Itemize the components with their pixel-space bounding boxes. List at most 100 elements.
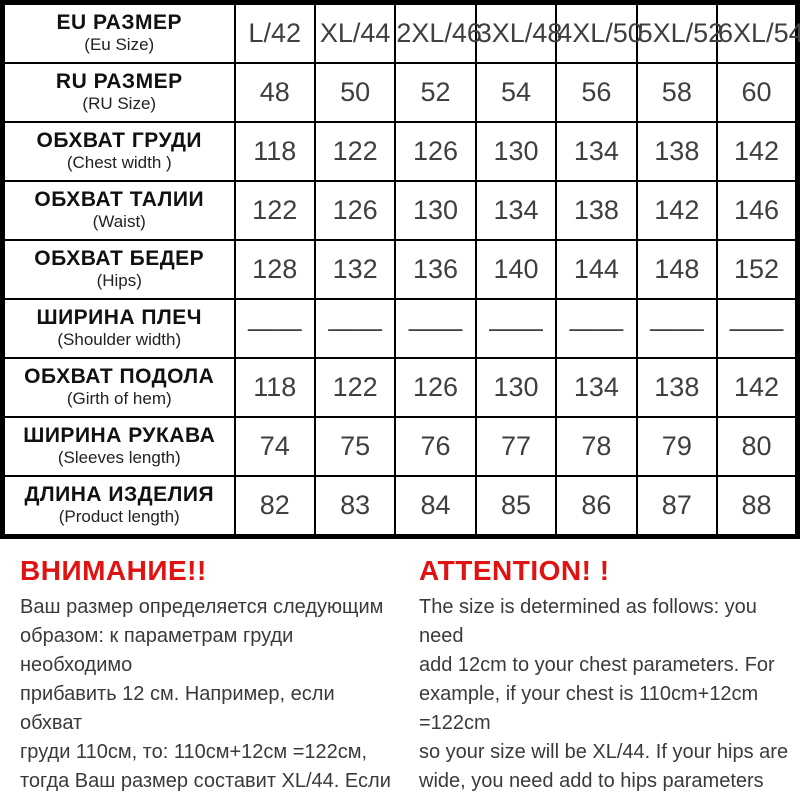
cell-value-text: 54 bbox=[500, 77, 531, 107]
cell-value: 50 bbox=[313, 62, 397, 123]
cell-value-text: 60 bbox=[741, 77, 772, 107]
cell-value: 128 bbox=[233, 239, 316, 300]
cell-value: 122 bbox=[313, 121, 397, 182]
cell-value: 74 bbox=[233, 416, 316, 477]
cell-value-text: 75 bbox=[340, 431, 371, 461]
cell-value-text: 5XL/52 bbox=[637, 18, 724, 48]
cell-value-text: 6XL/54 bbox=[718, 18, 800, 48]
row-label: ОБХВАТ ТАЛИИ bbox=[34, 188, 205, 212]
cell-value-text: 126 bbox=[332, 195, 378, 225]
row-label: ДЛИНА ИЗДЕЛИЯ bbox=[24, 483, 215, 507]
cell-value: 60 bbox=[716, 62, 799, 123]
cell-value: 78 bbox=[555, 416, 638, 477]
table-row: EU РАЗМЕР (Eu Size) L/42 XL/44 2XL/46 3XL/48 4… bbox=[1, 1, 800, 64]
cell-value-text: 126 bbox=[413, 372, 459, 402]
cell-value-text: 132 bbox=[332, 254, 378, 284]
cell-value-text: 146 bbox=[733, 195, 780, 225]
cell-value-text: 152 bbox=[733, 254, 780, 284]
cell-value: 86 bbox=[555, 475, 638, 538]
cell-value-text: 128 bbox=[252, 254, 298, 284]
row-header-cell: ШИРИНА ПЛЕЧ (Shoulder width) bbox=[1, 298, 236, 359]
cell-value-text: 88 bbox=[741, 490, 772, 520]
cell-value: 58 bbox=[635, 62, 719, 123]
table-row: ДЛИНА ИЗДЕЛИЯ (Product length) 82 83 84 85 86 8… bbox=[1, 475, 799, 538]
row-label: RU РАЗМЕР bbox=[55, 70, 183, 94]
cell-value: 118 bbox=[233, 357, 316, 418]
row-sublabel: (Girth of hem) bbox=[66, 389, 172, 409]
attention-body-en: The size is determined as follows: you n… bbox=[419, 596, 789, 800]
cell-value-text: —— bbox=[649, 313, 704, 343]
row-header-cell: ОБХВАТ ГРУДИ (Chest width ) bbox=[1, 121, 236, 182]
table-row: ОБХВАТ ТАЛИИ (Waist) 122 126 130 134 138 142 146 bbox=[1, 180, 799, 241]
row-sublabel: (Waist) bbox=[92, 212, 146, 232]
cell-value: 130 bbox=[474, 121, 558, 182]
cell-value: 138 bbox=[555, 180, 638, 241]
cell-value: 144 bbox=[555, 239, 638, 300]
cell-value: 88 bbox=[716, 475, 799, 538]
cell-value: 77 bbox=[474, 416, 558, 477]
row-sublabel: (Sleeves length) bbox=[57, 448, 181, 468]
row-label: ШИРИНА ПЛЕЧ bbox=[36, 306, 203, 330]
cell-value-text: 126 bbox=[413, 136, 459, 166]
attention-heading-en: ATTENTION! ! bbox=[419, 555, 610, 586]
cell-value: 118 bbox=[233, 121, 316, 182]
cell-value-text: 134 bbox=[573, 136, 619, 166]
cell-value: 142 bbox=[716, 357, 799, 418]
cell-value: 152 bbox=[716, 239, 799, 300]
cell-value: 3XL/48 bbox=[474, 1, 562, 64]
cell-value-text: 77 bbox=[500, 431, 531, 461]
row-header-cell: ОБХВАТ ПОДОЛА (Girth of hem) bbox=[1, 357, 236, 418]
cell-value-text: 76 bbox=[420, 431, 451, 461]
notes-section: ВНИМАНИЕ!! Ваш размер определяется следу… bbox=[0, 539, 800, 800]
row-header-cell: RU РАЗМЕР (RU Size) bbox=[1, 62, 236, 123]
cell-value-text: 48 bbox=[259, 77, 290, 107]
cell-value: 83 bbox=[313, 475, 397, 538]
cell-value: —— bbox=[635, 298, 719, 359]
cell-value: 6XL/54 bbox=[716, 1, 800, 64]
cell-value: 5XL/52 bbox=[635, 1, 723, 64]
table-row: ШИРИНА ПЛЕЧ (Shoulder width) —— —— —— —— —— —— —… bbox=[1, 298, 799, 359]
cell-value-text: 122 bbox=[332, 372, 378, 402]
cell-value: 52 bbox=[394, 62, 477, 123]
row-label: EU РАЗМЕР bbox=[56, 11, 182, 35]
row-header-cell: EU РАЗМЕР (Eu Size) bbox=[1, 1, 236, 64]
cell-value: 148 bbox=[635, 239, 719, 300]
cell-value: 48 bbox=[233, 62, 316, 123]
attention-body-ru: Ваш размер определяется следующим образо… bbox=[20, 596, 391, 800]
cell-value: 146 bbox=[716, 180, 799, 241]
cell-value-text: 3XL/48 bbox=[476, 18, 563, 48]
cell-value-text: 2XL/46 bbox=[396, 18, 482, 48]
row-sublabel: (Hips) bbox=[96, 271, 142, 291]
cell-value: 82 bbox=[233, 475, 316, 538]
cell-value-text: 83 bbox=[340, 490, 371, 520]
cell-value-text: 138 bbox=[573, 195, 619, 225]
cell-value-text: 142 bbox=[733, 372, 780, 402]
cell-value: 134 bbox=[474, 180, 558, 241]
cell-value-text: 58 bbox=[661, 77, 692, 107]
cell-value: 132 bbox=[313, 239, 397, 300]
cell-value-text: —— bbox=[488, 313, 543, 343]
table-row: ОБХВАТ ГРУДИ (Chest width ) 118 122 126 130 13… bbox=[1, 121, 799, 182]
cell-value-text: 148 bbox=[654, 254, 700, 284]
cell-value: 80 bbox=[716, 416, 799, 477]
cell-value: 4XL/50 bbox=[555, 1, 643, 64]
cell-value-text: 78 bbox=[581, 431, 612, 461]
cell-value: 138 bbox=[635, 121, 719, 182]
cell-value: —— bbox=[716, 298, 799, 359]
row-header-cell: ОБХВАТ БЕДЕР (Hips) bbox=[1, 239, 236, 300]
cell-value-text: 140 bbox=[493, 254, 539, 284]
cell-value: 76 bbox=[394, 416, 477, 477]
cell-value: 142 bbox=[635, 180, 719, 241]
cell-value: 126 bbox=[394, 121, 477, 182]
cell-value-text: 130 bbox=[493, 136, 539, 166]
cell-value-text: —— bbox=[408, 313, 463, 343]
cell-value-text: 130 bbox=[413, 195, 459, 225]
cell-value-text: 85 bbox=[500, 490, 531, 520]
cell-value: 126 bbox=[313, 180, 397, 241]
cell-value-text: 84 bbox=[420, 490, 451, 520]
cell-value-text: 138 bbox=[654, 136, 700, 166]
cell-value: 130 bbox=[474, 357, 558, 418]
cell-value-text: 130 bbox=[493, 372, 539, 402]
cell-value-text: 142 bbox=[733, 136, 780, 166]
